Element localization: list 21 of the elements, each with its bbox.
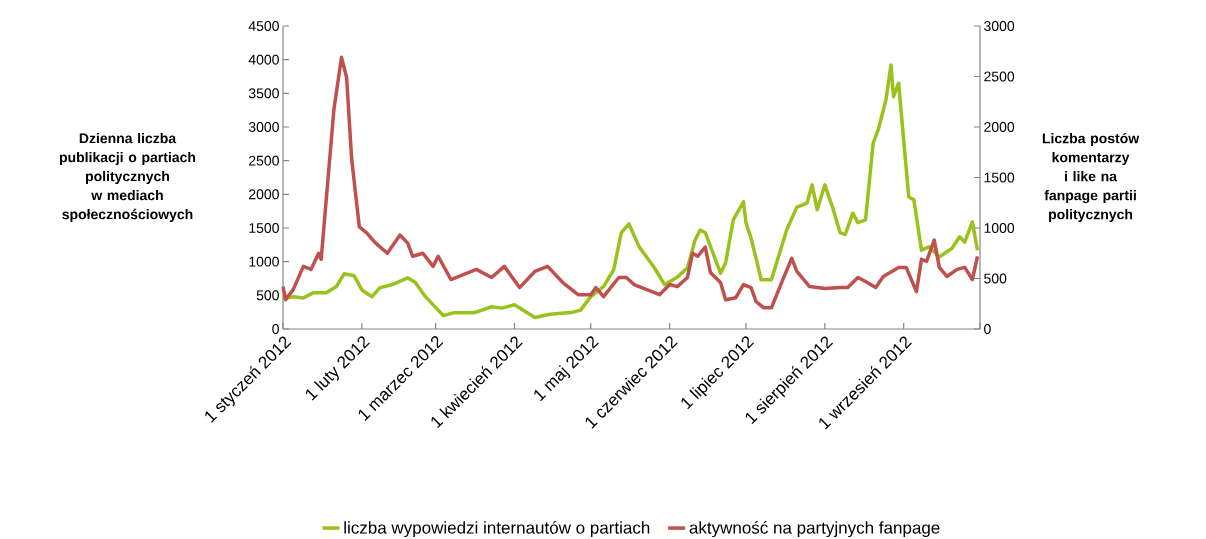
y-tick-label: 4500 xyxy=(248,21,279,31)
y-tick-label: 2000 xyxy=(249,189,279,200)
y-axis-title: Dzienna liczba publikacji o partiach politycznych w mediach społecznościowych xyxy=(59,132,196,222)
y-tick-label: 3500 xyxy=(248,88,279,99)
y-tick-label: 4000 xyxy=(248,54,279,65)
y2-tick-label: 1500 xyxy=(984,172,1015,183)
y-tick-label: 0 xyxy=(272,323,279,334)
y-tick-label: 3000 xyxy=(248,122,279,132)
y-tick-label: 500 xyxy=(256,290,279,301)
legend-label: liczba wypowiedzi internautów o partiach xyxy=(344,521,650,538)
y2-axis-title: Liczba postów komentarzy i like na fanpage partii politycznych xyxy=(1042,132,1140,223)
y2-tick-label: 2500 xyxy=(984,71,1015,82)
legend-label: aktywność na partyjnych fanpage xyxy=(689,521,940,538)
y-tick-label: 2500 xyxy=(249,155,279,166)
y-tick-label: 1000 xyxy=(249,256,279,267)
y-tick-label: 1500 xyxy=(249,223,279,233)
y2-tick-label: 0 xyxy=(984,324,991,334)
y2-tick-label: 1000 xyxy=(984,223,1015,233)
y2-tick-label: 2000 xyxy=(984,122,1015,132)
y2-tick-label: 500 xyxy=(984,273,1007,284)
y2-tick-label: 3000 xyxy=(984,21,1015,31)
